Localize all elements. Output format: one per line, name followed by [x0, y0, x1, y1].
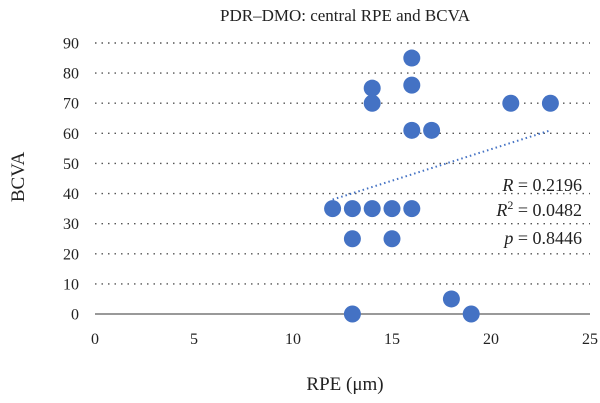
y-tick-80: 80 — [63, 66, 79, 83]
data-point-5 — [363, 79, 381, 97]
chart-title: PDR–DMO: central RPE and BCVA — [220, 6, 471, 25]
data-point-6 — [363, 94, 381, 112]
y-tick-90: 90 — [63, 36, 79, 53]
x-tick-5: 5 — [190, 331, 198, 348]
x-tick-25: 25 — [582, 331, 598, 348]
stat-p-value: p = 0.8446 — [502, 228, 582, 248]
data-point-3 — [343, 230, 361, 248]
y-tick-20: 20 — [63, 246, 79, 263]
data-point-1 — [324, 200, 342, 218]
x-tick-0: 0 — [91, 331, 99, 348]
data-point-18 — [541, 94, 559, 112]
trendline — [332, 129, 551, 201]
stat-r: R = 0.2196 — [501, 175, 582, 195]
data-point-4 — [343, 305, 361, 323]
data-point-2 — [343, 200, 361, 218]
data-point-14 — [423, 121, 441, 139]
data-points — [324, 49, 559, 323]
x-tick-10: 10 — [285, 331, 301, 348]
data-point-15 — [442, 290, 460, 308]
data-point-8 — [383, 200, 401, 218]
y-axis-label: BCVA — [8, 152, 29, 203]
x-tick-20: 20 — [483, 331, 499, 348]
x-axis-label: RPE (μm) — [306, 374, 383, 395]
data-point-10 — [403, 49, 421, 67]
stat-r-squared: R2 = 0.0482 — [495, 198, 582, 220]
y-tick-labels: 0 10 20 30 40 50 60 70 80 90 — [63, 36, 79, 324]
data-point-17 — [502, 94, 520, 112]
x-tick-labels: 0 5 10 15 20 25 — [91, 331, 598, 348]
data-point-12 — [403, 121, 421, 139]
y-tick-50: 50 — [63, 156, 79, 173]
y-tick-70: 70 — [63, 96, 79, 113]
y-tick-40: 40 — [63, 186, 79, 203]
data-point-16 — [462, 305, 480, 323]
data-point-7 — [363, 200, 381, 218]
data-point-11 — [403, 76, 421, 94]
y-tick-10: 10 — [63, 276, 79, 293]
y-tick-60: 60 — [63, 126, 79, 143]
y-tick-30: 30 — [63, 216, 79, 233]
data-point-13 — [403, 200, 421, 218]
regression-stats: R = 0.2196 R2 = 0.0482 p = 0.8446 — [495, 175, 582, 248]
data-point-9 — [383, 230, 401, 248]
y-tick-0: 0 — [71, 307, 79, 324]
gridlines — [95, 42, 590, 285]
x-tick-15: 15 — [384, 331, 400, 348]
